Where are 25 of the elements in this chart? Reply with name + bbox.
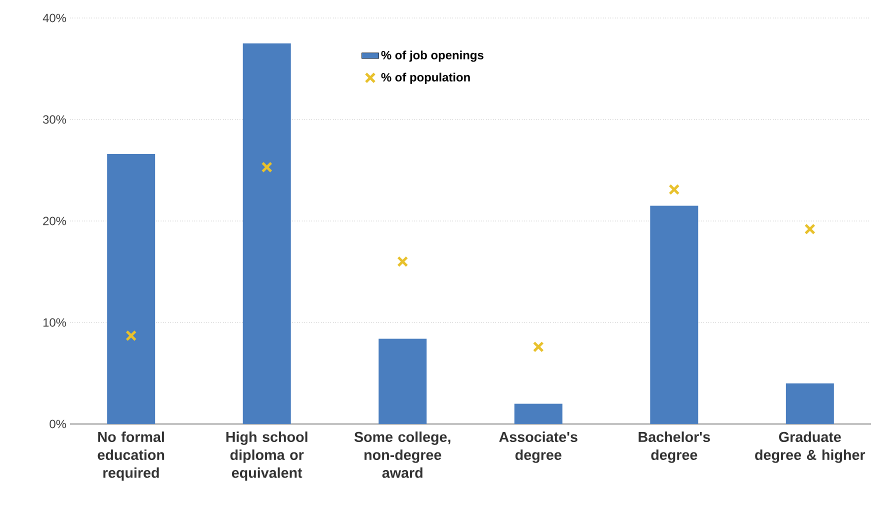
legend-label: % of job openings	[381, 50, 484, 62]
bar	[514, 404, 562, 424]
x-tick-label: Some college, non-degree award	[354, 432, 450, 478]
x-tick-label: High school diploma or equivalent	[226, 432, 308, 481]
point	[804, 224, 816, 235]
bar	[242, 43, 291, 424]
point	[532, 341, 544, 352]
point	[397, 256, 408, 268]
x-tick-label: Graduate degree & higher	[755, 432, 866, 463]
y-tick-label: 20%	[43, 216, 66, 226]
y-tick-label: 0%	[50, 420, 66, 428]
point	[668, 184, 680, 196]
y-tick-label: 40%	[42, 14, 66, 22]
point	[261, 162, 272, 173]
bar	[378, 338, 427, 424]
bar	[786, 383, 834, 424]
legend-label: % of population	[381, 72, 470, 84]
y-tick-label: 30%	[43, 115, 66, 124]
x-tick-label: No formal education required	[98, 432, 164, 481]
x-tick-label: Bachelor's degree	[638, 432, 710, 463]
y-tick-label: 10%	[43, 318, 66, 327]
x-tick-label: Associate's degree	[499, 432, 578, 463]
point	[126, 330, 137, 342]
bar	[107, 154, 156, 424]
bar	[650, 206, 698, 424]
